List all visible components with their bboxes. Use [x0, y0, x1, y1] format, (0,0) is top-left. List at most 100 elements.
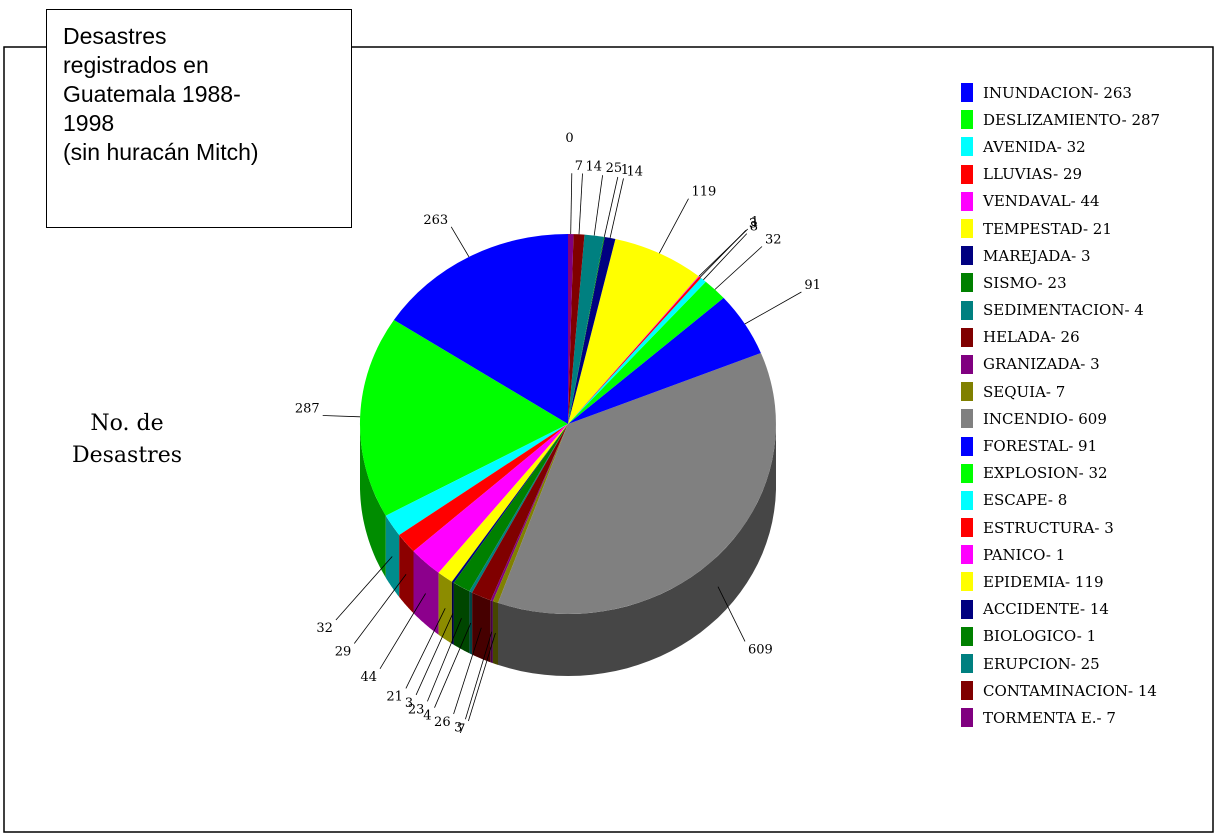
slice-value-label: 1: [751, 215, 759, 230]
pie-slice-12: [498, 353, 776, 614]
pie-side-5: [438, 572, 452, 644]
legend-item: EXPLOSION- 32: [961, 460, 1160, 487]
pie-side-12: [498, 427, 776, 676]
title-line: registrados en: [63, 52, 209, 78]
title-line: (sin huracán Mitch): [63, 139, 259, 165]
slice-value-label: 14: [627, 164, 644, 179]
slice-value-label: 7: [457, 722, 465, 737]
legend-label: PANICO- 1: [983, 545, 1066, 564]
slice-value-label: 119: [692, 185, 717, 200]
legend-item: GRANIZADA- 3: [961, 351, 1160, 378]
pie-side-7: [453, 582, 470, 654]
legend-swatch: [961, 599, 973, 619]
pie-slice-6: [451, 424, 568, 583]
ylabel-line: Desastres: [71, 443, 183, 468]
leader-line-4: [379, 593, 426, 670]
leader-line-22: [578, 173, 583, 235]
title-line: Guatemala 1988-: [63, 81, 241, 107]
legend-swatch: [961, 708, 973, 728]
pie-slice-16: [568, 276, 701, 424]
legend-label: VENDAVAL- 44: [983, 192, 1100, 211]
pie-side-4: [413, 551, 439, 635]
legend-swatch: [961, 137, 973, 157]
slice-value-label: 29: [335, 645, 352, 660]
pie-side-2: [385, 515, 400, 597]
title-line: 1998: [63, 110, 115, 136]
pie-slice-19: [568, 237, 616, 424]
slice-value-label: 3: [405, 696, 413, 711]
pie-slice-9: [472, 424, 568, 601]
legend-item: DESLIZAMIENTO- 287: [961, 106, 1160, 133]
leader-line-7: [427, 618, 462, 702]
leader-line-8: [434, 622, 472, 708]
legend-label: ACCIDENTE- 14: [983, 600, 1109, 619]
leader-line-21: [593, 175, 603, 236]
pie-slice-13: [568, 297, 761, 424]
chart-frame: [3, 46, 1214, 833]
pie-slice-1: [359, 320, 568, 516]
legend-swatch: [961, 191, 973, 211]
legend-swatch: [961, 463, 973, 483]
legend-swatch: [961, 110, 973, 130]
pie-slice-4: [413, 424, 568, 573]
leader-line-3: [353, 574, 407, 644]
legend-item: ESTRUCTURA- 3: [961, 514, 1160, 541]
legend-label: ERUPCION- 25: [983, 654, 1100, 673]
pie-slice-18: [568, 239, 699, 424]
legend-label: DESLIZAMIENTO- 287: [983, 110, 1161, 129]
pie-slice-7: [453, 424, 568, 592]
legend-label: INUNDACION- 263: [983, 83, 1132, 102]
legend-swatch: [961, 518, 973, 538]
legend-swatch: [961, 545, 973, 565]
legend-item: AVENIDA- 32: [961, 133, 1160, 160]
slice-value-label: 8: [750, 220, 758, 235]
legend-label: ESCAPE- 8: [983, 491, 1068, 510]
pie-side-3: [399, 535, 414, 614]
legend-item: ERUPCION- 25: [961, 650, 1160, 677]
legend-swatch: [961, 164, 973, 184]
pie-side-11: [492, 601, 498, 665]
slice-value-label: 1: [621, 163, 629, 178]
ylabel-line: No. de: [90, 411, 164, 436]
slice-value-label-extra: 0: [565, 131, 573, 146]
legend-swatch: [961, 654, 973, 674]
legend-label: SEDIMENTACION- 4: [983, 301, 1144, 320]
legend-swatch: [961, 219, 973, 239]
pie-slice-2: [385, 424, 568, 535]
pie-slice-11: [492, 424, 568, 603]
legend-item: SISMO- 23: [961, 269, 1160, 296]
pie-side-8: [469, 591, 473, 655]
chart-title: Desastres registrados en Guatemala 1988-…: [46, 9, 352, 228]
y-axis-label: No. de Desastres: [52, 408, 202, 472]
legend-swatch: [961, 490, 973, 510]
legend-item: EPIDEMIA- 119: [961, 568, 1160, 595]
pie-slice-22: [568, 234, 585, 424]
pie-slice-0: [393, 234, 568, 424]
leader-line-13: [744, 291, 802, 325]
leader-line-23: [570, 173, 573, 235]
leader-line-2: [335, 556, 393, 621]
pie-slice-14: [568, 281, 724, 424]
slice-value-label: 23: [408, 702, 425, 717]
leader-line-19: [609, 178, 624, 238]
legend-item: PANICO- 1: [961, 541, 1160, 568]
pie-side-1: [360, 422, 386, 578]
slice-value-label: 14: [586, 160, 603, 175]
pie-depth: [360, 422, 776, 676]
leader-line-6: [415, 613, 454, 696]
pie-slice-15: [568, 277, 706, 424]
legend: INUNDACION- 263 DESLIZAMIENTO- 287 AVENIDA…: [961, 79, 1160, 732]
leader-line-20: [603, 176, 619, 237]
leader-line-11: [468, 632, 496, 722]
legend-item: TEMPESTAD- 21: [961, 215, 1160, 242]
slice-value-label: 3: [454, 720, 462, 735]
pie-slice-10: [490, 424, 568, 602]
leader-line-15: [703, 233, 748, 281]
legend-swatch: [961, 572, 973, 592]
leader-line-1: [322, 415, 361, 418]
slice-value-label: 26: [434, 715, 451, 730]
pie-side-6: [451, 581, 454, 645]
legend-label: GRANIZADA- 3: [983, 355, 1100, 374]
pie-slice-21: [568, 234, 604, 424]
